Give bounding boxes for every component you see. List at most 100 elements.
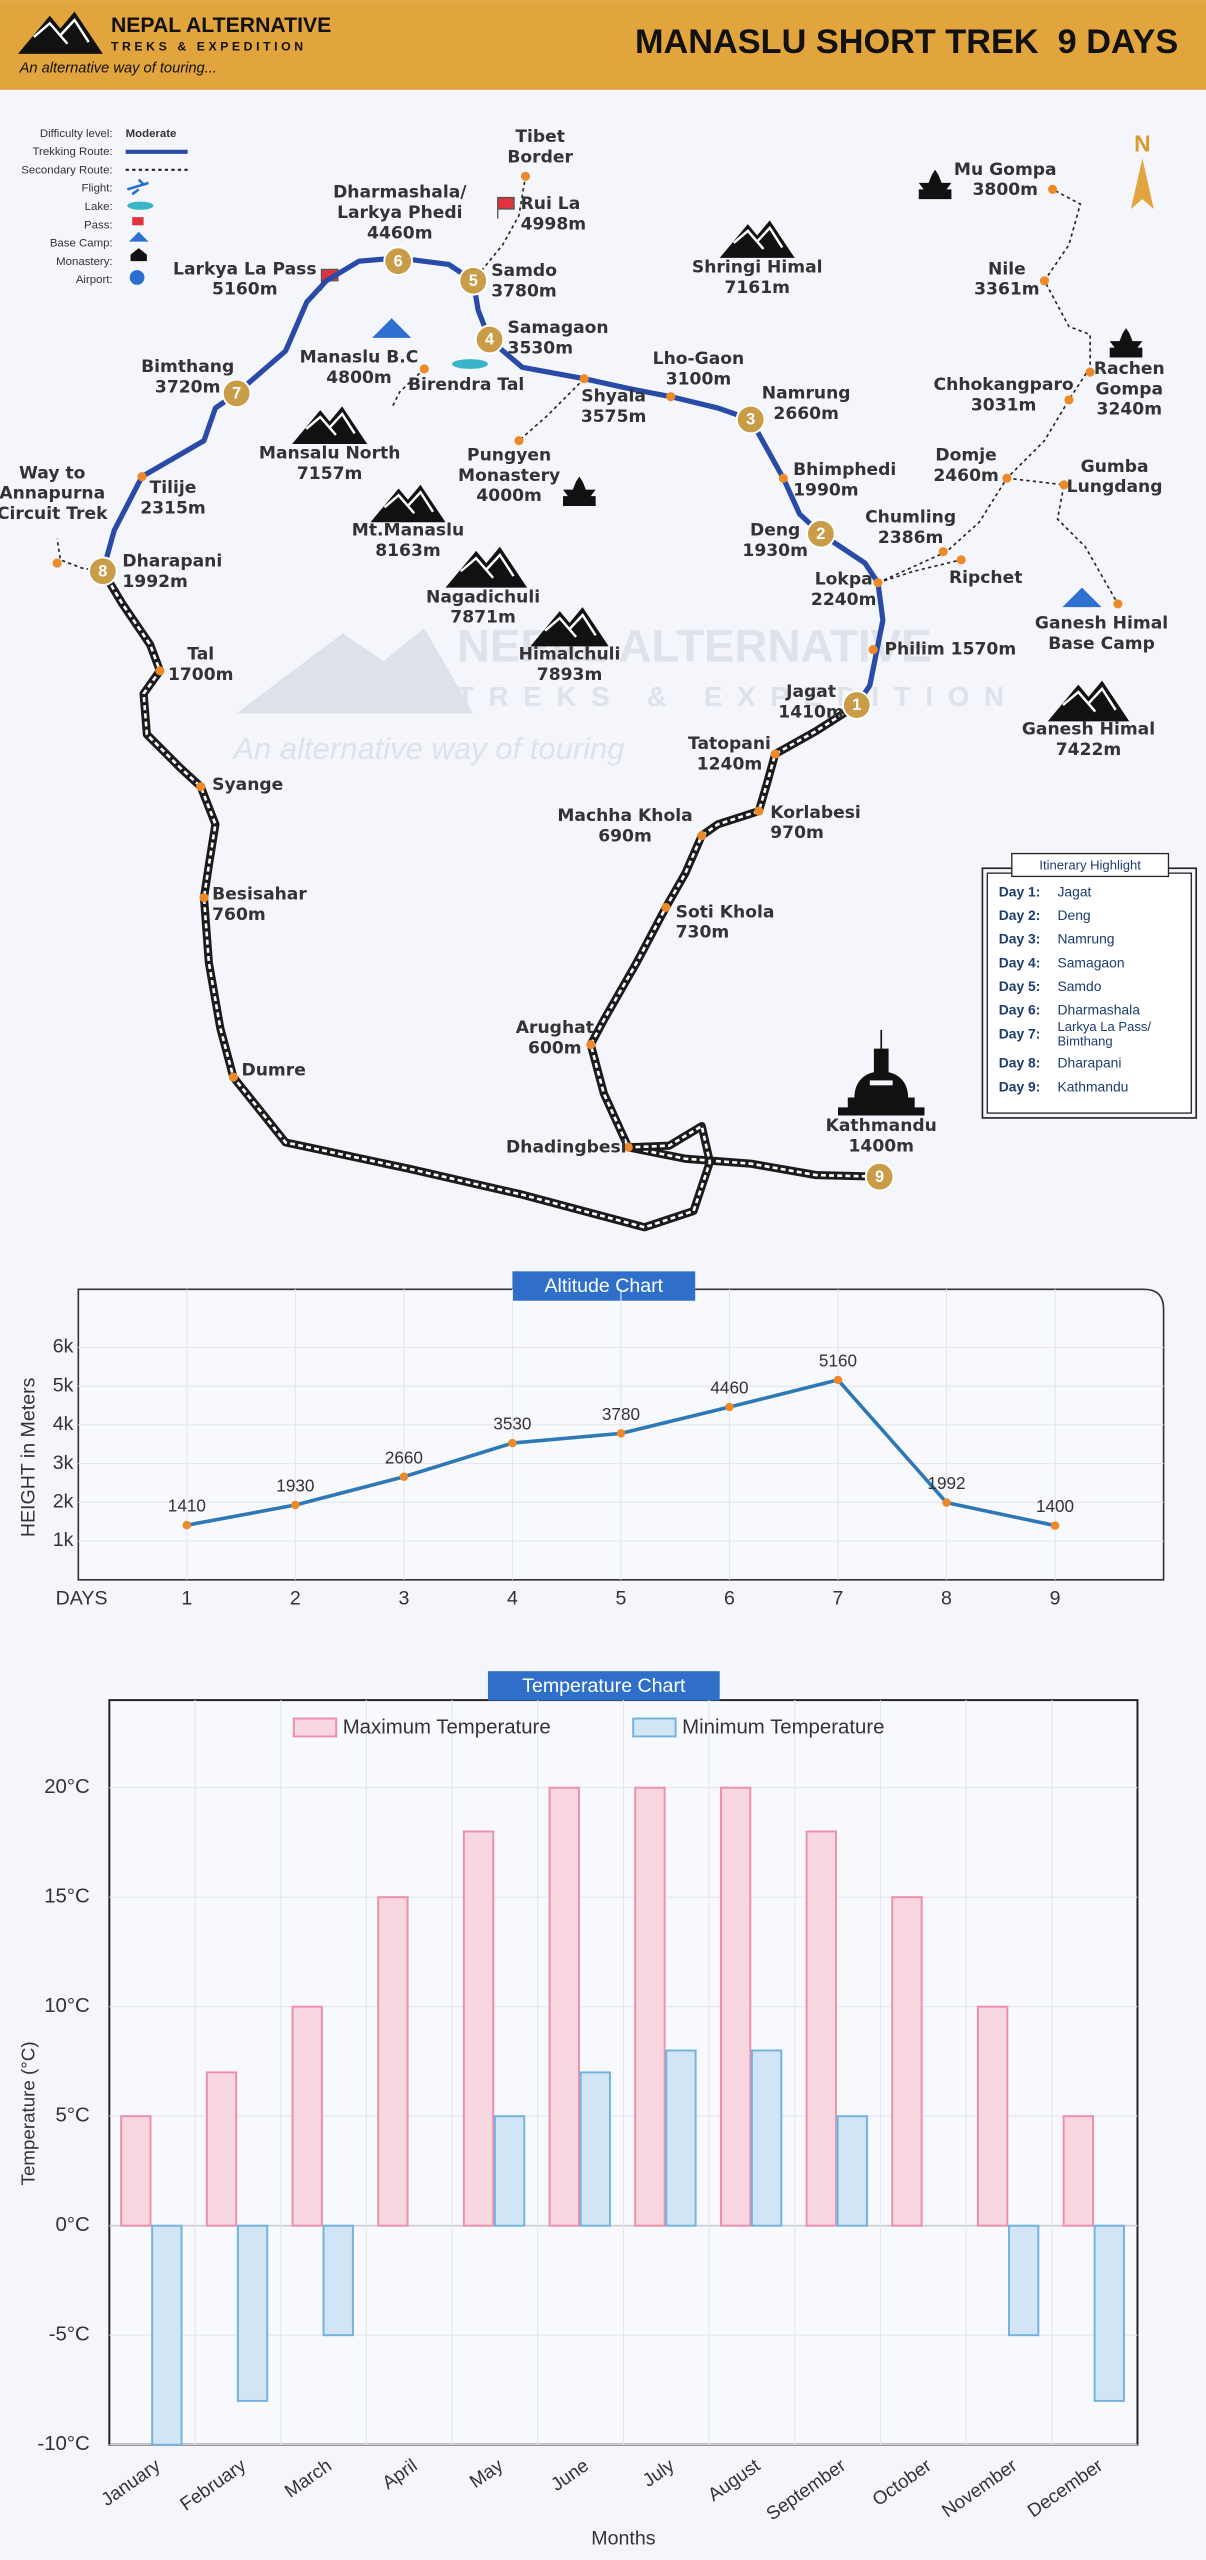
place-label: Ganesh Himal — [1035, 613, 1168, 633]
place-label: Chhokangparo — [934, 375, 1074, 395]
bar — [493, 2115, 526, 2227]
place-label: 1410m — [778, 702, 844, 722]
mountain-snow — [1062, 686, 1117, 713]
bar — [1062, 2115, 1094, 2227]
bar — [322, 2224, 354, 2337]
place-label: Arughat — [516, 1018, 594, 1038]
x-axis-label: Months — [591, 2528, 655, 2550]
place-label: Domje — [935, 445, 996, 465]
bar — [1093, 2224, 1125, 2402]
y-tick-label: 10°C — [44, 1995, 90, 2017]
place-label: 3800m — [973, 180, 1039, 200]
chart-title-bg — [512, 1271, 696, 1301]
place-label: 1930m — [742, 541, 808, 561]
bar — [236, 2224, 269, 2402]
itinerary-place: Samdo — [1057, 978, 1101, 994]
x-tick-label: 5 — [616, 1588, 627, 1610]
mountain-snow — [732, 225, 784, 250]
place-label: 1400m — [848, 1137, 914, 1157]
place-label: 760m — [212, 905, 266, 925]
bar — [976, 2005, 1009, 2227]
legend-label: Base Camp: — [50, 238, 113, 250]
place-label: Tatopani — [688, 734, 771, 754]
data-label: 5160 — [819, 1351, 857, 1371]
place-label: Border — [507, 148, 573, 168]
road-dash — [589, 703, 880, 1179]
mountain-icon — [1047, 680, 1130, 722]
place-label: Larkya La Pass — [173, 259, 316, 279]
stop-marker — [458, 265, 489, 296]
place-label: Tal — [187, 644, 214, 664]
mountain-icon — [370, 484, 446, 523]
place-label: Gompa — [1096, 379, 1163, 399]
bar — [665, 2049, 697, 2227]
legend-lake — [127, 201, 154, 210]
chart-title-bg — [487, 1671, 720, 1701]
y-tick-label: 2k — [53, 1490, 74, 1512]
place-dot — [666, 392, 676, 402]
place-label: Nagadichuli — [426, 587, 540, 607]
itinerary-inner — [986, 872, 1192, 1114]
bar — [579, 2071, 611, 2227]
stop-number: 6 — [394, 252, 403, 270]
place-label: 4800m — [326, 368, 392, 388]
chart-title: Temperature Chart — [522, 1675, 686, 1697]
y-tick-label: 5°C — [56, 2105, 90, 2127]
data-label: 2660 — [385, 1447, 423, 1467]
bar — [634, 1786, 666, 2227]
bar — [291, 2005, 323, 2227]
itinerary-place: Namrung — [1057, 931, 1114, 947]
legend-swatch — [292, 1717, 338, 1738]
y-tick-label: 5k — [53, 1374, 74, 1396]
place-label: Dumre — [242, 1061, 306, 1081]
itinerary-place: Dharapani — [1057, 1055, 1121, 1071]
place-label: Lho-Gaon — [653, 349, 745, 369]
bar — [151, 2224, 183, 2446]
stop-number: 3 — [746, 411, 755, 429]
itinerary-place: Samagaon — [1057, 954, 1124, 970]
page-title: MANASLU SHORT TREK 9 DAYS — [635, 23, 1178, 61]
place-label: Mt.Manaslu — [352, 520, 464, 540]
data-label: 3530 — [493, 1414, 531, 1434]
stop-marker — [735, 404, 766, 435]
place-dot — [1002, 473, 1012, 483]
place-label: 4998m — [521, 214, 587, 234]
place-dot — [623, 1142, 633, 1152]
place-label: Ripchet — [949, 568, 1022, 588]
secondary-route — [390, 368, 425, 409]
itinerary-day: Day 6: — [999, 1002, 1041, 1018]
place-label: Soti Khola — [676, 902, 775, 922]
place-dot — [1048, 184, 1058, 194]
place-dot — [196, 782, 206, 792]
place-label: Way to — [19, 463, 86, 483]
itinerary-place: Bimthang — [1057, 1034, 1112, 1049]
header-band — [0, 0, 1206, 90]
place-dot — [868, 645, 878, 655]
itinerary-place: Deng — [1057, 907, 1090, 923]
place-label: Machha Khola — [557, 806, 692, 826]
brand: NEPAL ALTERNATIVE — [111, 14, 331, 37]
place-label: Birendra Tal — [408, 375, 524, 395]
place-label: Samdo — [491, 261, 557, 281]
place-label: Shyala — [581, 387, 646, 407]
place-label: 730m — [676, 923, 730, 943]
place-label: 3361m — [974, 280, 1040, 300]
x-tick-label: 3 — [398, 1588, 409, 1610]
place-label: Dharmashala/ — [333, 183, 467, 203]
bar — [462, 1830, 495, 2227]
legend-label: Secondary Route: — [21, 164, 112, 176]
place-label: Rui La — [521, 194, 581, 214]
itinerary-day: Day 5: — [999, 978, 1041, 994]
place-dot — [586, 1039, 596, 1050]
place-label: Nile — [988, 259, 1026, 279]
place-dot — [228, 1072, 238, 1082]
stop-number: 2 — [816, 525, 825, 543]
tent-icon — [1062, 587, 1102, 608]
itinerary-day: Day 9: — [999, 1078, 1041, 1094]
place-label: 2240m — [811, 590, 877, 610]
place-label: Lokpa — [815, 569, 873, 589]
monastery-icon — [563, 476, 596, 506]
mountain-snow — [544, 612, 597, 638]
legend-label: Maximum Temperature — [343, 1717, 551, 1739]
data-label: 1410 — [168, 1496, 206, 1516]
